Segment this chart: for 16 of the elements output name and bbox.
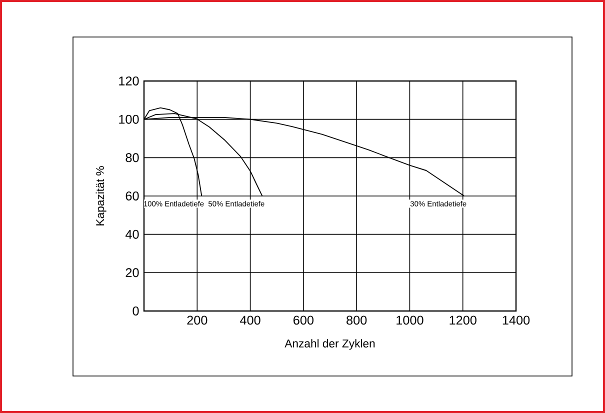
y-tick-label: 120: [119, 76, 139, 86]
x-tick-label: 1200: [450, 316, 476, 325]
y-tick-label: 40: [125, 230, 139, 239]
y-tick-label: 20: [126, 268, 139, 278]
y-tick-label: 100: [119, 114, 139, 124]
x-tick-label: 1000: [396, 316, 424, 325]
x-axis-title: Anzahl der Zyklen: [284, 339, 375, 350]
x-tick-label: 600: [294, 316, 314, 325]
x-tick-label: 400: [240, 316, 260, 325]
y-axis-title: Kapazität %: [96, 166, 106, 226]
y-tick-label: 80: [126, 153, 139, 162]
y-tick-label: 0: [132, 306, 139, 316]
y-tick-label: 60: [126, 192, 139, 200]
x-tick-label: 1400: [502, 316, 530, 325]
x-tick-label: 800: [346, 316, 367, 325]
x-tick-label: 200: [187, 316, 208, 325]
